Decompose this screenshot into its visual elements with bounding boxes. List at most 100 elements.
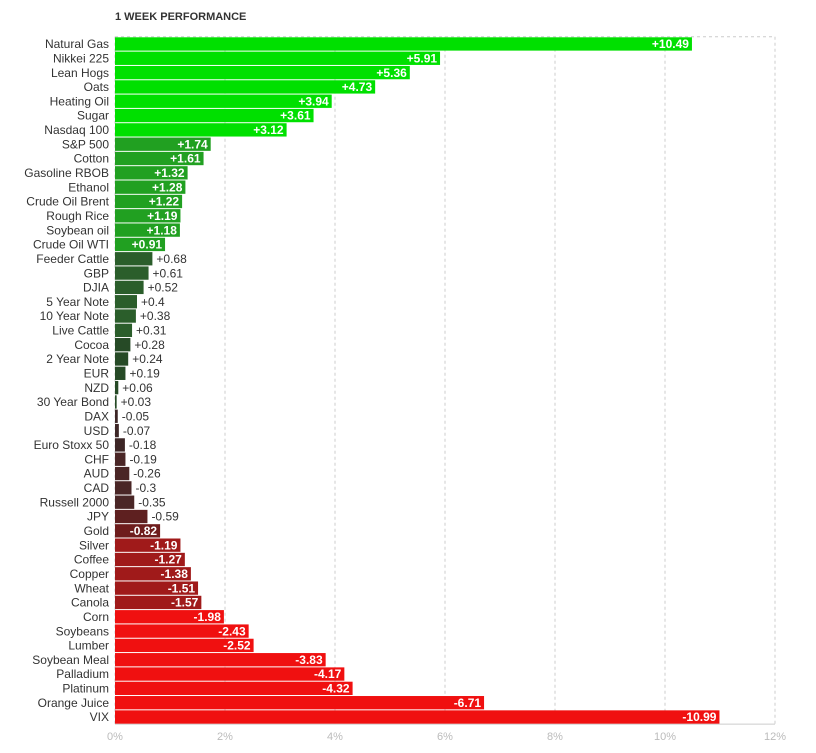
bar [115, 696, 485, 710]
value-label: +3.94 [298, 94, 329, 108]
category-label: Sugar [77, 109, 109, 123]
value-label: +1.28 [152, 180, 183, 194]
value-label: +0.38 [140, 309, 171, 323]
value-label: +0.52 [148, 281, 179, 295]
value-label: +3.12 [253, 123, 284, 137]
value-label: +1.22 [149, 195, 180, 209]
bar [115, 552, 185, 567]
category-label: Natural Gas [45, 37, 109, 51]
bar [115, 123, 287, 137]
bar [115, 624, 249, 638]
category-label: Corn [83, 610, 109, 624]
value-label: -0.59 [151, 510, 179, 524]
bar [115, 681, 353, 696]
category-label: AUD [84, 467, 110, 481]
value-label: +0.91 [132, 238, 163, 252]
bar [115, 94, 332, 108]
value-label: -4.17 [314, 667, 342, 681]
category-label: Nikkei 225 [53, 51, 109, 65]
category-label: Palladium [56, 667, 109, 681]
value-label: +0.24 [132, 352, 163, 366]
category-label: Cocoa [74, 338, 109, 352]
category-label: 10 Year Note [40, 309, 110, 323]
bar [115, 595, 202, 610]
value-label: +1.18 [147, 223, 178, 237]
bar [115, 495, 135, 509]
category-label: Soybean oil [46, 223, 109, 237]
category-label: NZD [84, 381, 109, 395]
bar [115, 567, 191, 581]
bar [115, 366, 126, 380]
x-tick-label: 2% [217, 731, 233, 743]
category-label: Cotton [74, 152, 109, 166]
bar [115, 65, 410, 80]
bar [115, 610, 224, 624]
category-label: Soybean Meal [32, 653, 109, 667]
bar [115, 223, 180, 237]
category-label: DJIA [83, 281, 109, 295]
category-label: 2 Year Note [46, 352, 109, 366]
value-label: -0.07 [123, 424, 151, 438]
value-label: -2.52 [223, 639, 251, 653]
value-label: -0.82 [130, 524, 158, 538]
bar [115, 653, 326, 667]
category-label: CHF [84, 452, 109, 466]
bar [115, 323, 133, 338]
category-label: JPY [87, 510, 109, 524]
category-label: 5 Year Note [46, 295, 109, 309]
value-label: -0.35 [138, 495, 166, 509]
x-tick-label: 10% [654, 731, 676, 743]
bar [115, 237, 166, 252]
bar [115, 338, 131, 352]
value-label: +10.49 [652, 37, 689, 51]
value-label: +1.32 [154, 166, 185, 180]
value-label: -0.26 [133, 467, 161, 481]
category-label: Heating Oil [50, 94, 109, 108]
value-label: -3.83 [295, 653, 323, 667]
value-label: -10.99 [682, 710, 716, 724]
bar [115, 252, 153, 266]
value-label: +0.03 [121, 395, 152, 409]
value-label: +1.61 [170, 152, 201, 166]
bar [115, 151, 204, 166]
chart-title: 1 WEEK PERFORMANCE [115, 11, 246, 23]
bar [115, 180, 186, 194]
bar [115, 395, 117, 409]
category-label: Canola [71, 596, 109, 610]
value-label: -2.43 [218, 624, 246, 638]
category-label: Platinum [62, 682, 109, 696]
value-label: +0.4 [141, 295, 165, 309]
bar [115, 352, 129, 366]
bar [115, 524, 161, 538]
category-label: DAX [84, 409, 109, 423]
bar [115, 481, 132, 495]
value-label: -0.18 [129, 438, 157, 452]
category-label: EUR [84, 366, 110, 380]
category-label: CAD [84, 481, 110, 495]
x-tick-label: 0% [107, 731, 123, 743]
value-label: +0.31 [136, 324, 167, 338]
value-label: -1.27 [154, 553, 182, 567]
value-label: +0.19 [129, 366, 160, 380]
bar [115, 452, 126, 466]
category-label: Live Cattle [52, 324, 109, 338]
category-label: Coffee [74, 553, 109, 567]
bar [115, 409, 118, 423]
bar [115, 37, 692, 51]
bar [115, 638, 254, 653]
bar [115, 209, 181, 223]
category-label: Silver [79, 538, 109, 552]
value-label: -0.19 [129, 452, 157, 466]
category-label: Feeder Cattle [36, 252, 109, 266]
bar [115, 466, 130, 481]
category-label: Ethanol [68, 180, 109, 194]
value-label: +4.73 [342, 80, 373, 94]
category-label: Crude Oil Brent [26, 195, 109, 209]
category-label: Gold [84, 524, 109, 538]
bar [115, 581, 199, 595]
category-label: Oats [84, 80, 109, 94]
bar [115, 166, 188, 180]
bar [115, 266, 149, 280]
value-label: +5.36 [376, 66, 407, 80]
